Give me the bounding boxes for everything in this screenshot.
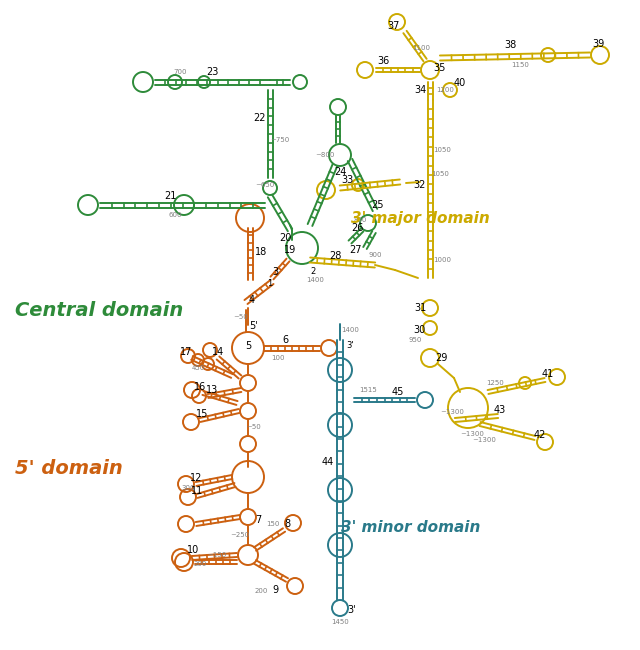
Text: ~50: ~50 — [246, 424, 261, 430]
Text: 3': 3' — [348, 605, 356, 615]
Text: ~50: ~50 — [234, 314, 248, 320]
Text: Central domain: Central domain — [15, 300, 183, 320]
Text: 3': 3' — [346, 341, 354, 350]
Text: 16: 16 — [194, 382, 206, 392]
Text: 5' domain: 5' domain — [15, 458, 123, 478]
Text: 30: 30 — [413, 325, 425, 335]
Text: 36: 36 — [377, 56, 389, 66]
Text: 24: 24 — [334, 167, 346, 177]
Text: ~1300: ~1300 — [472, 437, 496, 443]
Text: 10: 10 — [187, 545, 199, 555]
Text: 4: 4 — [249, 295, 255, 305]
Text: 3' minor domain: 3' minor domain — [340, 521, 480, 536]
Text: 1515: 1515 — [359, 387, 377, 393]
Text: 29: 29 — [435, 353, 447, 363]
Text: 15: 15 — [196, 409, 208, 419]
Text: 1: 1 — [268, 280, 273, 289]
Text: 150: 150 — [266, 521, 280, 527]
Text: 40: 40 — [454, 78, 466, 88]
Text: 5: 5 — [245, 341, 251, 351]
Text: 34: 34 — [414, 85, 426, 95]
Text: 600: 600 — [168, 212, 182, 218]
Text: 1200: 1200 — [436, 87, 454, 93]
Text: 9: 9 — [272, 585, 278, 595]
Text: 300: 300 — [181, 485, 195, 491]
Text: 23: 23 — [206, 67, 218, 77]
Text: 38: 38 — [504, 40, 516, 50]
Text: 7: 7 — [255, 515, 261, 525]
Text: 31: 31 — [414, 303, 426, 313]
Text: 1000: 1000 — [433, 257, 451, 263]
Text: 100: 100 — [271, 355, 285, 361]
Text: 11: 11 — [191, 486, 203, 496]
Text: 32: 32 — [414, 180, 426, 190]
Text: ~800: ~800 — [316, 152, 335, 158]
Text: ~1300: ~1300 — [440, 409, 464, 415]
Text: 950: 950 — [408, 337, 422, 343]
Text: ~750: ~750 — [270, 137, 290, 143]
Text: 45: 45 — [392, 387, 404, 397]
Text: 35: 35 — [434, 63, 446, 73]
Text: 200: 200 — [193, 561, 207, 567]
Text: 8: 8 — [284, 519, 290, 529]
Text: ~250: ~250 — [230, 532, 250, 538]
Text: 6: 6 — [282, 335, 288, 345]
Text: 850: 850 — [353, 217, 367, 223]
Text: 700: 700 — [173, 69, 187, 75]
Text: 41: 41 — [542, 369, 554, 379]
Text: 28: 28 — [329, 251, 341, 261]
Text: 12: 12 — [190, 473, 202, 483]
Text: 39: 39 — [592, 39, 604, 49]
Text: 14: 14 — [212, 347, 224, 357]
Text: 44: 44 — [322, 457, 334, 467]
Text: 450: 450 — [191, 365, 205, 371]
Text: 17: 17 — [180, 347, 192, 357]
Text: 1450: 1450 — [331, 619, 349, 625]
Text: ~1300: ~1300 — [460, 431, 484, 437]
Text: 21: 21 — [164, 191, 176, 201]
Text: 43: 43 — [494, 405, 506, 415]
Text: 20: 20 — [279, 233, 291, 243]
Text: 42: 42 — [534, 430, 546, 440]
Text: 2: 2 — [310, 268, 316, 276]
Text: 27: 27 — [349, 245, 361, 255]
Text: 1100: 1100 — [412, 45, 430, 51]
Text: 1150: 1150 — [511, 62, 529, 68]
Text: 1050: 1050 — [431, 171, 449, 177]
Text: 22: 22 — [253, 113, 265, 123]
Text: 5': 5' — [250, 321, 259, 331]
Text: 1250: 1250 — [486, 380, 504, 386]
Text: ~150: ~150 — [207, 552, 227, 558]
Text: 25: 25 — [372, 200, 384, 210]
Text: 26: 26 — [351, 223, 363, 233]
Text: 1400: 1400 — [306, 277, 324, 283]
Text: 3: 3 — [272, 267, 278, 277]
Text: 19: 19 — [284, 245, 296, 255]
Text: 37: 37 — [387, 21, 399, 31]
Text: 1400: 1400 — [341, 327, 359, 333]
Text: 900: 900 — [368, 252, 381, 258]
Text: ~650: ~650 — [255, 182, 275, 188]
Text: 200: 200 — [254, 588, 268, 594]
Text: 3' major domain: 3' major domain — [351, 211, 490, 226]
Text: 1050: 1050 — [433, 147, 451, 153]
Text: 18: 18 — [255, 247, 267, 257]
Text: 33: 33 — [341, 175, 353, 185]
Text: 13: 13 — [206, 385, 218, 395]
